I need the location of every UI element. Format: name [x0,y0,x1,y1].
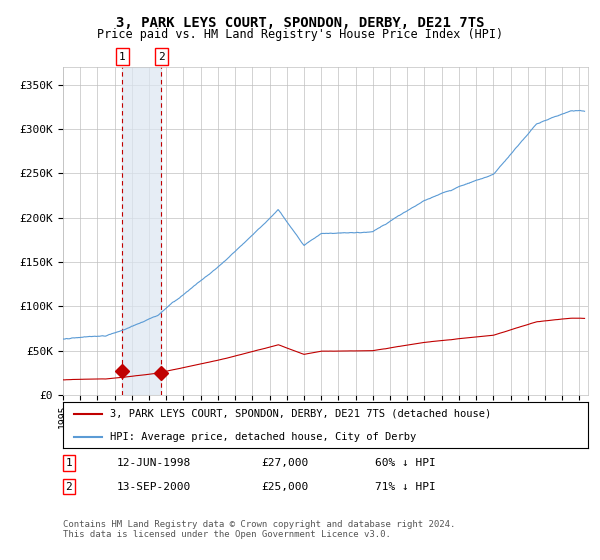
Text: HPI: Average price, detached house, City of Derby: HPI: Average price, detached house, City… [110,432,416,441]
Text: Contains HM Land Registry data © Crown copyright and database right 2024.
This d: Contains HM Land Registry data © Crown c… [63,520,455,539]
Text: 60% ↓ HPI: 60% ↓ HPI [375,458,436,468]
Text: 3, PARK LEYS COURT, SPONDON, DERBY, DE21 7TS (detached house): 3, PARK LEYS COURT, SPONDON, DERBY, DE21… [110,409,491,418]
Text: £25,000: £25,000 [261,482,308,492]
Text: 71% ↓ HPI: 71% ↓ HPI [375,482,436,492]
Bar [122,67,161,395]
Text: 2: 2 [65,482,73,492]
Text: 13-SEP-2000: 13-SEP-2000 [117,482,191,492]
Text: 3, PARK LEYS COURT, SPONDON, DERBY, DE21 7TS: 3, PARK LEYS COURT, SPONDON, DERBY, DE21… [116,16,484,30]
Text: 12-JUN-1998: 12-JUN-1998 [117,458,191,468]
Text: 2: 2 [158,52,164,62]
Text: 1: 1 [65,458,73,468]
Text: Price paid vs. HM Land Registry's House Price Index (HPI): Price paid vs. HM Land Registry's House … [97,28,503,41]
Text: £27,000: £27,000 [261,458,308,468]
Text: 1: 1 [119,52,125,62]
